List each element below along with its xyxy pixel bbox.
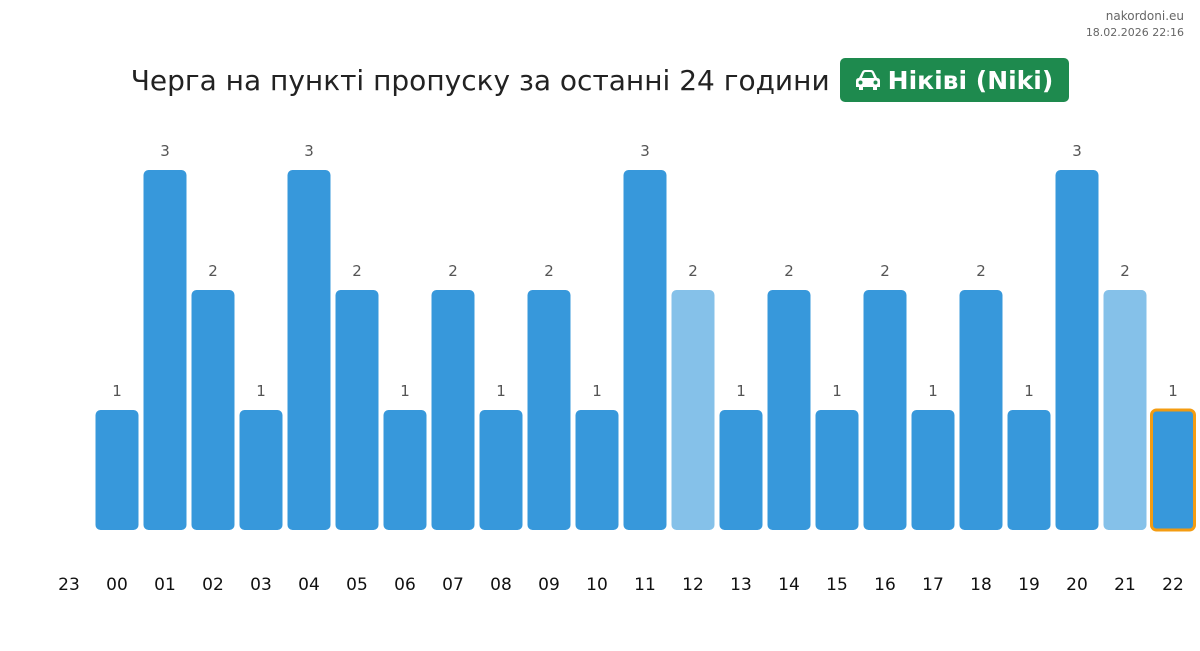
x-tick-label: 18: [970, 575, 992, 595]
bar-15[interactable]: [815, 410, 859, 530]
x-tick-label: 21: [1114, 575, 1136, 595]
chart-title: Черга на пункті пропуску за останні 24 г…: [130, 63, 830, 97]
bar-value-label: 3: [640, 142, 650, 160]
bar-21[interactable]: [1103, 290, 1147, 530]
title-row: Черга на пункті пропуску за останні 24 г…: [0, 58, 1200, 102]
x-tick-label: 17: [922, 575, 944, 595]
timestamp: 18.02.2026 22:16: [1085, 26, 1184, 39]
bar-06[interactable]: [383, 410, 427, 530]
bar-22[interactable]: [1150, 408, 1196, 532]
x-tick-label: 00: [106, 575, 128, 595]
bar-value-label: 3: [304, 142, 314, 160]
x-tick-label: 15: [826, 575, 848, 595]
bar-16[interactable]: [863, 290, 907, 530]
bar-value-label: 3: [160, 142, 170, 160]
x-tick-label: 12: [682, 575, 704, 595]
bar-00[interactable]: [95, 410, 139, 530]
bar-11[interactable]: [623, 170, 667, 530]
bar-value-label: 2: [976, 262, 986, 280]
bar-05[interactable]: [335, 290, 379, 530]
x-tick-label: 04: [298, 575, 320, 595]
bar-value-label: 2: [208, 262, 218, 280]
bar-19[interactable]: [1007, 410, 1051, 530]
bar-09[interactable]: [527, 290, 571, 530]
bar-value-label: 1: [496, 382, 506, 400]
bar-value-label: 2: [448, 262, 458, 280]
x-tick-label: 10: [586, 575, 608, 595]
bar-value-label: 1: [736, 382, 746, 400]
x-tick-label: 07: [442, 575, 464, 595]
bar-18[interactable]: [959, 290, 1003, 530]
x-tick-label: 20: [1066, 575, 1088, 595]
bar-10[interactable]: [575, 410, 619, 530]
x-tick-label: 08: [490, 575, 512, 595]
bar-13[interactable]: [719, 410, 763, 530]
x-tick-label: 05: [346, 575, 368, 595]
bar-value-label: 2: [880, 262, 890, 280]
bar-value-label: 1: [592, 382, 602, 400]
bar-07[interactable]: [431, 290, 475, 530]
bar-value-label: 1: [832, 382, 842, 400]
bar-01[interactable]: [143, 170, 187, 530]
x-tick-label: 23: [58, 575, 80, 595]
checkpoint-badge: Ніківі (Niki): [839, 58, 1070, 102]
bar-value-label: 1: [928, 382, 938, 400]
bar-value-label: 1: [1168, 382, 1178, 400]
x-tick-label: 16: [874, 575, 896, 595]
x-tick-label: 01: [154, 575, 176, 595]
badge-label: Ніківі (Niki): [887, 65, 1054, 95]
x-tick-label: 14: [778, 575, 800, 595]
bar-value-label: 2: [544, 262, 554, 280]
x-tick-label: 06: [394, 575, 416, 595]
bar-value-label: 1: [112, 382, 122, 400]
car-icon: [855, 70, 880, 90]
bar-04[interactable]: [287, 170, 331, 530]
bar-12[interactable]: [671, 290, 715, 530]
bar-14[interactable]: [767, 290, 811, 530]
x-tick-label: 19: [1018, 575, 1040, 595]
x-tick-label: 02: [202, 575, 224, 595]
bar-value-label: 1: [400, 382, 410, 400]
site-name: nakordoni.eu: [1105, 9, 1184, 23]
x-tick-label: 13: [730, 575, 752, 595]
bar-17[interactable]: [911, 410, 955, 530]
x-tick-label: 22: [1162, 575, 1184, 595]
bar-value-label: 2: [352, 262, 362, 280]
x-tick-label: 11: [634, 575, 656, 595]
x-tick-label: 09: [538, 575, 560, 595]
bar-03[interactable]: [239, 410, 283, 530]
bar-value-label: 2: [1120, 262, 1130, 280]
x-tick-label: 03: [250, 575, 272, 595]
bar-value-label: 2: [688, 262, 698, 280]
bar-value-label: 1: [1024, 382, 1034, 400]
bar-02[interactable]: [191, 290, 235, 530]
bar-20[interactable]: [1055, 170, 1099, 530]
bar-08[interactable]: [479, 410, 523, 530]
bar-value-label: 1: [256, 382, 266, 400]
bar-value-label: 3: [1072, 142, 1082, 160]
bar-value-label: 2: [784, 262, 794, 280]
